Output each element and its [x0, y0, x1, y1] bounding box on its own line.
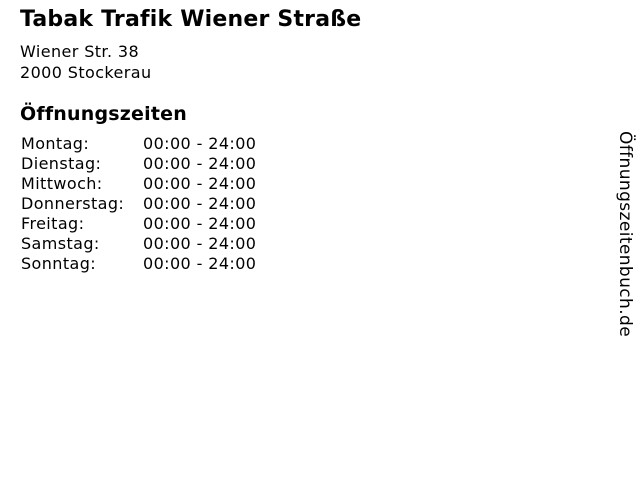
hours-row-wednesday: Mittwoch: 00:00 - 24:00: [21, 174, 640, 194]
address-block: Wiener Str. 38 2000 Stockerau: [20, 41, 640, 83]
day-hours: 00:00 - 24:00: [143, 254, 257, 273]
hours-row-saturday: Samstag: 00:00 - 24:00: [21, 234, 640, 254]
day-label: Freitag:: [21, 214, 85, 233]
day-hours: 00:00 - 24:00: [143, 134, 257, 153]
day-hours: 00:00 - 24:00: [143, 154, 257, 173]
hours-row-monday: Montag: 00:00 - 24:00: [21, 134, 640, 154]
day-label: Sonntag:: [21, 254, 97, 273]
opening-hours-table: Montag: 00:00 - 24:00 Dienstag: 00:00 - …: [20, 134, 640, 274]
day-label: Donnerstag:: [21, 194, 125, 213]
address-city: 2000 Stockerau: [20, 63, 152, 82]
address-street: Wiener Str. 38: [20, 42, 140, 61]
day-hours: 00:00 - 24:00: [143, 194, 257, 213]
day-hours: 00:00 - 24:00: [143, 174, 257, 193]
day-label: Mittwoch:: [21, 174, 103, 193]
day-hours: 00:00 - 24:00: [143, 234, 257, 253]
hours-row-friday: Freitag: 00:00 - 24:00: [21, 214, 640, 234]
day-label: Montag:: [21, 134, 90, 153]
hours-row-tuesday: Dienstag: 00:00 - 24:00: [21, 154, 640, 174]
day-hours: 00:00 - 24:00: [143, 214, 257, 233]
watermark-brand: Öffnungszeitenbuch.de: [615, 131, 635, 338]
day-label: Dienstag:: [21, 154, 102, 173]
business-info-page: Tabak Trafik Wiener Straße Wiener Str. 3…: [20, 7, 640, 274]
hours-row-sunday: Sonntag: 00:00 - 24:00: [21, 254, 640, 274]
day-label: Samstag:: [21, 234, 100, 253]
opening-hours-heading: Öffnungszeiten: [20, 103, 187, 125]
page-title: Tabak Trafik Wiener Straße: [20, 7, 362, 32]
hours-row-thursday: Donnerstag: 00:00 - 24:00: [21, 194, 640, 214]
